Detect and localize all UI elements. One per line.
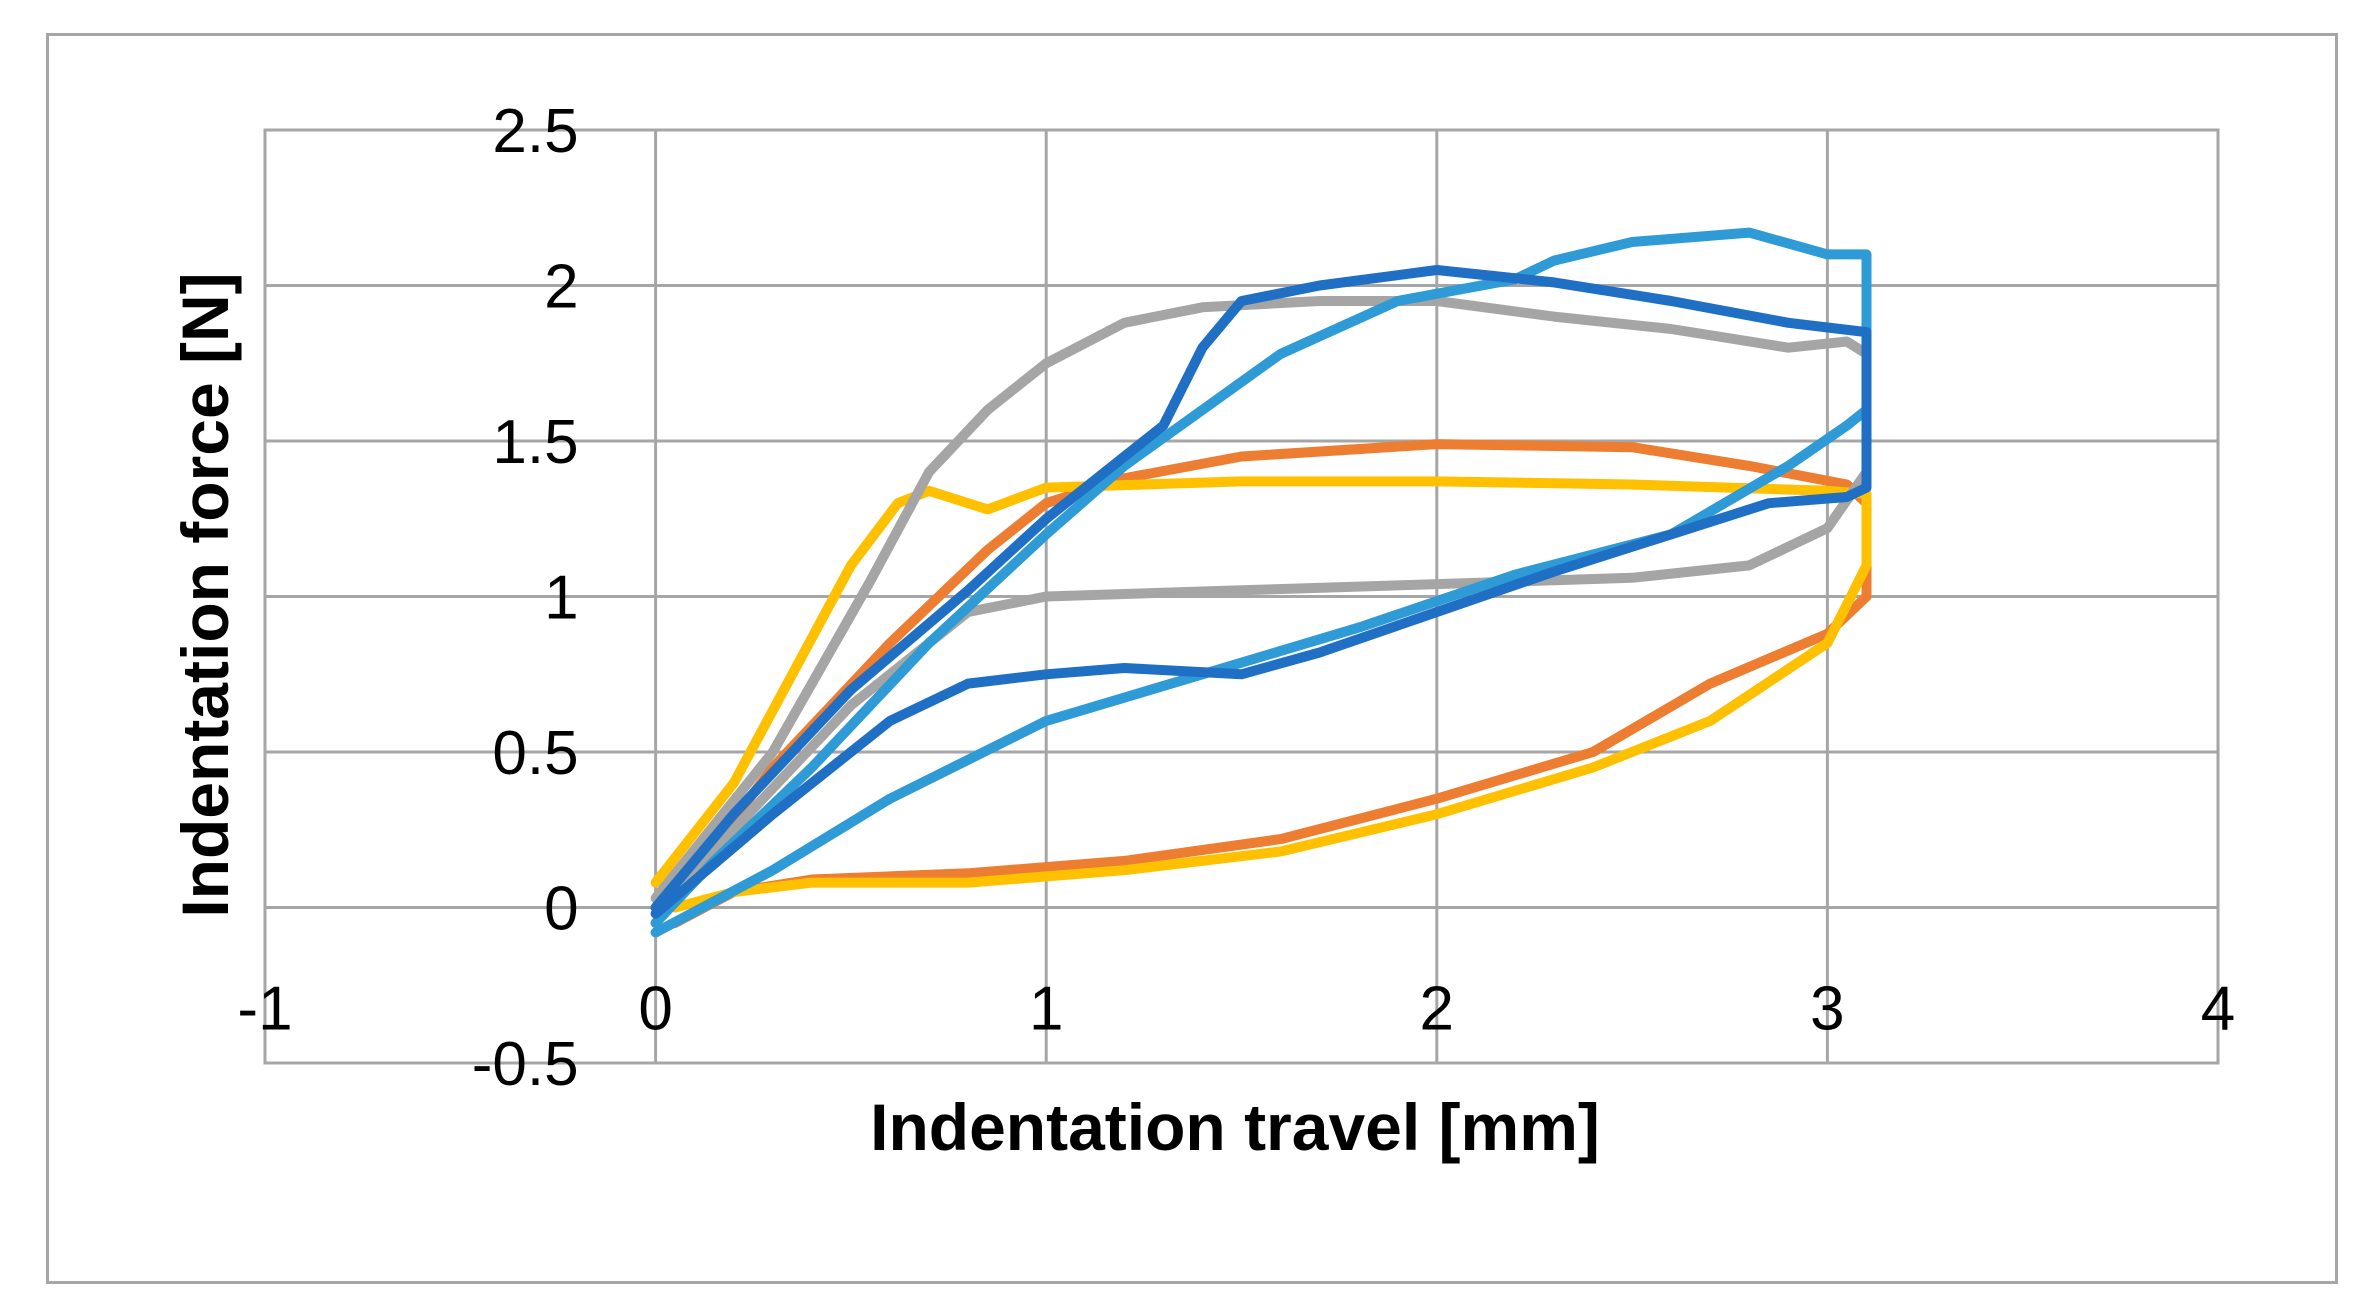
x-axis-title: Indentation travel [mm] — [870, 1090, 1600, 1164]
y-axis-title: Indentation force [N] — [168, 272, 242, 917]
y-tick-label: 2.5 — [492, 97, 578, 166]
series-line-3 — [650, 296, 1872, 904]
y-tick-label: 1.5 — [492, 408, 578, 477]
x-tick-label: 0 — [638, 975, 672, 1044]
series-line-4 — [650, 227, 1872, 938]
chart-frame — [46, 33, 2338, 1284]
x-tick-label: 2 — [1420, 975, 1454, 1044]
gridlines — [263, 128, 2220, 1065]
x-tick-label: 1 — [1029, 975, 1063, 1044]
tick-labels: -1 0 1 2 3 4 -0.5 0 0.5 1 1.5 2 2.5 — [237, 97, 2235, 1099]
y-tick-label: 1 — [544, 564, 578, 633]
x-tick-label: 3 — [1810, 975, 1844, 1044]
x-tick-label: 4 — [2201, 975, 2235, 1044]
series-layer — [650, 227, 1872, 938]
x-tick-label: -1 — [237, 975, 292, 1044]
y-tick-label: 0 — [544, 875, 578, 944]
y-tick-label: -0.5 — [472, 1030, 579, 1099]
series-line-5 — [650, 265, 1872, 919]
series-line-2 — [650, 476, 1872, 913]
y-tick-label: 0.5 — [492, 719, 578, 788]
y-tick-label: 2 — [544, 253, 578, 322]
